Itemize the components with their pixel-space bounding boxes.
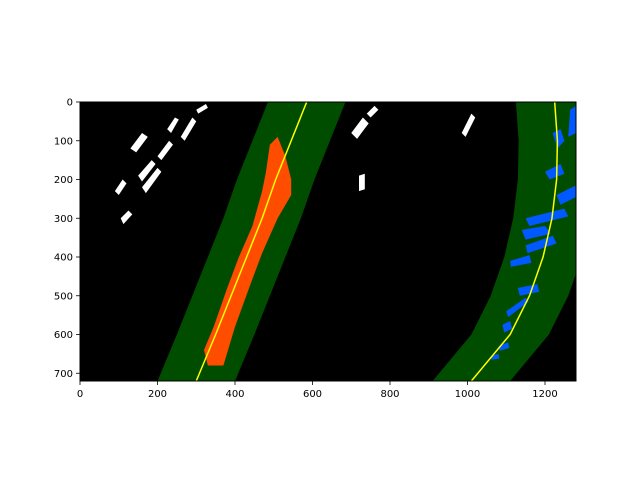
noise-blob: [351, 117, 369, 139]
x-tick-label: 200: [148, 389, 167, 400]
noise-blob: [120, 210, 133, 225]
right-lane-pixels: [490, 105, 576, 360]
noise-blob: [138, 160, 156, 182]
right-lane-pixel-cluster: [510, 255, 532, 267]
right-lane-pixel-cluster: [552, 129, 565, 149]
x-tick-label: 1200: [532, 389, 557, 400]
right-lane-pixel-cluster: [502, 320, 513, 333]
y-tick-label: 200: [54, 175, 73, 186]
noise-blob: [130, 133, 148, 153]
x-axis: 0 200 400 600 800 1000 1200: [77, 381, 558, 400]
right-lane-pixel-cluster: [525, 208, 569, 226]
noise-blob: [180, 117, 197, 141]
y-tick-label: 300: [54, 214, 73, 225]
right-search-window: [432, 102, 576, 381]
plot-frame: [79, 101, 577, 382]
right-lane-pixel-cluster: [568, 105, 576, 137]
plot-area: [80, 102, 576, 381]
y-tick-label: 600: [54, 330, 73, 341]
noise-blob: [114, 179, 127, 195]
left-fit-line: [195, 102, 308, 381]
right-lane-pixel-cluster: [517, 284, 540, 296]
y-tick-label: 500: [54, 291, 73, 302]
right-lane-pixel-cluster: [498, 342, 510, 351]
right-lane-pixel-cluster: [545, 164, 565, 180]
noise-pixels: [114, 103, 476, 225]
noise-blob: [196, 103, 208, 114]
noise-blob: [461, 113, 476, 137]
x-tick-label: 0: [77, 389, 83, 400]
noise-blob: [142, 167, 162, 194]
right-lane-pixel-cluster: [525, 235, 557, 254]
noise-blob: [167, 117, 179, 133]
x-tick-label: 400: [225, 389, 244, 400]
noise-blob: [366, 105, 379, 118]
x-tick-label: 800: [380, 389, 399, 400]
right-lane-pixel-cluster: [506, 297, 529, 318]
y-tick-label: 400: [54, 253, 73, 264]
y-axis: 0 100 200 300 400 500 600 700: [54, 98, 80, 380]
x-tick-label: 1000: [455, 389, 480, 400]
right-lane-pixel-cluster: [521, 226, 551, 240]
fit-lines: [195, 102, 559, 381]
x-tick-label: 600: [303, 389, 322, 400]
noise-blob: [157, 140, 173, 161]
right-fit-line: [470, 102, 559, 381]
noise-blob: [359, 173, 365, 192]
y-tick-label: 700: [54, 369, 73, 380]
y-tick-label: 100: [54, 136, 73, 147]
right-lane-pixel-cluster: [556, 185, 576, 205]
y-tick-label: 0: [67, 98, 73, 109]
